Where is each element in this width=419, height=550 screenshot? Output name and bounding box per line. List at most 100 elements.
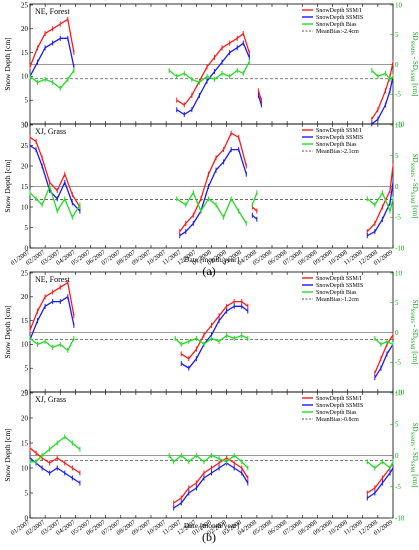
y-tick-label: 5 bbox=[25, 365, 29, 373]
legend-entry: SnowDepth SSM/I bbox=[316, 8, 362, 14]
y-right-axis-title: SDSSMIS - SDSSMI [cm] bbox=[409, 300, 419, 365]
panel-title: NE, Forest bbox=[35, 275, 70, 284]
series-line bbox=[257, 95, 263, 106]
y-right-title-part: SD bbox=[411, 300, 419, 309]
y-right-title-part: SD bbox=[411, 154, 419, 163]
y-right-title-part: SSMIS bbox=[409, 163, 414, 178]
sub-label-b: (b) bbox=[202, 530, 216, 544]
series-line bbox=[29, 37, 75, 77]
y-right-title-part: - SD bbox=[411, 323, 419, 338]
series-line bbox=[29, 296, 75, 340]
y-tick-label: 10 bbox=[21, 341, 29, 349]
y-axis-title: Snow Depth [cm] bbox=[3, 428, 12, 481]
panel-title: XJ, Grass bbox=[35, 395, 66, 404]
legend-entry: SnowDepth SSMIS bbox=[316, 283, 363, 289]
y-tick-label: 15 bbox=[21, 317, 29, 325]
panel-title: XJ, Grass bbox=[35, 127, 66, 136]
legend-entry: SnowDepth Bias bbox=[316, 142, 357, 148]
legend-entry: SnowDepth SSMIS bbox=[316, 135, 363, 141]
series-line bbox=[374, 337, 394, 346]
y-axis-title: Snow Depth [cm] bbox=[3, 37, 12, 90]
y-right-title-part: [cm] bbox=[411, 349, 419, 364]
legend-entry: SnowDepth SSM/I bbox=[316, 128, 362, 134]
y-tick-label: 25 bbox=[21, 389, 29, 397]
y-right-title-part: SD bbox=[411, 423, 419, 432]
series-line bbox=[366, 192, 394, 212]
series-line bbox=[180, 300, 249, 360]
y-tick-label: 30 bbox=[21, 121, 29, 129]
legend-entry: MeanBias:-1.2cm bbox=[316, 297, 359, 303]
series-line bbox=[179, 148, 247, 237]
y-tick-label: 10 bbox=[21, 73, 29, 81]
y-right-tick-label: 10 bbox=[395, 121, 403, 129]
y-right-title-part: SSMIS bbox=[409, 41, 414, 56]
y-right-title-part: - SD bbox=[411, 55, 419, 70]
series-line bbox=[251, 214, 258, 220]
chart-panel: 0 5 10 15 20 25 30 -10 -5 0 5 10 XJ, Grass SnowDepth … bbox=[3, 121, 419, 252]
legend-entry: MeanBias:-2.4cm bbox=[316, 29, 359, 35]
y-right-title-part: SSMIS bbox=[409, 309, 414, 324]
series-line bbox=[29, 185, 81, 218]
y-right-tick-label: 0 bbox=[395, 183, 399, 191]
y-right-title-part: SSMI bbox=[409, 192, 414, 204]
y-right-tick-label: 5 bbox=[395, 299, 399, 307]
y-right-title-part: - SD bbox=[411, 177, 419, 192]
y-right-title-part: SSMI bbox=[409, 461, 414, 473]
y-tick-label: 5 bbox=[25, 97, 29, 105]
y-right-tick-label: -10 bbox=[395, 514, 405, 522]
series-line bbox=[30, 436, 81, 463]
y-tick-label: 20 bbox=[21, 162, 29, 170]
x-axis-title: Date [month/year] bbox=[184, 521, 239, 530]
y-right-tick-label: 10 bbox=[395, 269, 403, 277]
y-right-title-part: SSMIS bbox=[409, 432, 414, 447]
y-tick-label: 0 bbox=[25, 244, 29, 252]
y-right-tick-label: 0 bbox=[395, 61, 399, 69]
series-line bbox=[173, 457, 249, 504]
y-right-axis-title: SDSSMIS - SDSSMI [cm] bbox=[409, 154, 419, 219]
legend-entry: MeanBias:-2.1cm bbox=[316, 149, 359, 155]
series-line bbox=[366, 467, 394, 499]
y-right-axis-title: SDSSMIS - SDSSMI [cm] bbox=[409, 423, 419, 488]
y-right-tick-label: 10 bbox=[395, 1, 403, 9]
y-right-title-part: - SD bbox=[411, 446, 419, 461]
series-line bbox=[374, 344, 394, 379]
y-right-title-part: [cm] bbox=[411, 81, 419, 96]
series-line bbox=[29, 136, 81, 208]
legend-entry: SnowDepth SSMIS bbox=[316, 15, 363, 21]
series-line bbox=[29, 457, 81, 484]
y-tick-label: 20 bbox=[21, 25, 29, 33]
y-axis-title: Snow Depth [cm] bbox=[3, 159, 12, 212]
y-tick-label: 5 bbox=[25, 489, 29, 497]
series-line bbox=[374, 334, 394, 374]
y-right-tick-label: -5 bbox=[395, 214, 401, 222]
y-tick-label: 25 bbox=[21, 142, 29, 150]
y-tick-label: 15 bbox=[21, 49, 29, 57]
series-line bbox=[180, 305, 249, 369]
y-right-tick-label: -5 bbox=[395, 91, 401, 99]
y-right-title-part: [cm] bbox=[411, 203, 419, 218]
panel-title: NE, Forest bbox=[35, 7, 70, 16]
legend-entry: SnowDepth Bias bbox=[316, 410, 357, 416]
y-tick-label: 20 bbox=[21, 414, 29, 422]
y-right-title-part: [cm] bbox=[411, 472, 419, 487]
y-tick-label: 25 bbox=[21, 269, 29, 277]
y-tick-label: 0 bbox=[25, 388, 29, 396]
legend-entry: SnowDepth SSM/I bbox=[316, 396, 362, 402]
y-right-tick-label: 0 bbox=[395, 452, 399, 460]
y-right-title-part: SSMI bbox=[409, 70, 414, 82]
series-line bbox=[176, 192, 247, 224]
y-right-tick-label: 5 bbox=[395, 31, 399, 39]
legend-entry: SnowDepth SSM/I bbox=[316, 276, 362, 282]
y-tick-label: 20 bbox=[21, 293, 29, 301]
y-tick-label: 10 bbox=[21, 464, 29, 472]
y-right-tick-label: -10 bbox=[395, 388, 405, 396]
series-line bbox=[251, 192, 258, 206]
legend-entry: SnowDepth Bias bbox=[316, 290, 357, 296]
legend-entry: SnowDepth SSMIS bbox=[316, 403, 363, 409]
legend-entry: MeanBias:-0.8cm bbox=[316, 417, 359, 423]
series-line bbox=[251, 206, 258, 212]
series-line bbox=[29, 447, 81, 474]
y-right-tick-label: 0 bbox=[395, 329, 399, 337]
series-line bbox=[29, 144, 81, 212]
